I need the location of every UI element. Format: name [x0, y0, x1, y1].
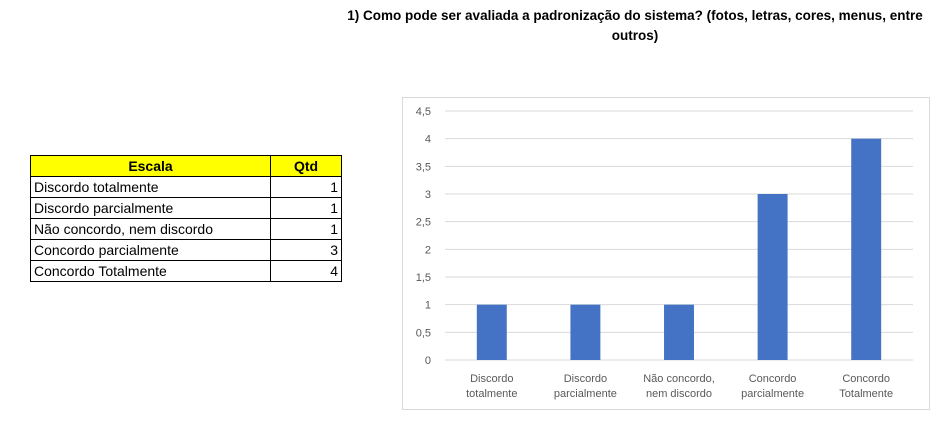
x-category-label: Concordo	[749, 373, 797, 385]
y-tick-label: 1,5	[416, 272, 431, 284]
row-qty: 1	[270, 197, 342, 219]
header-escala: Escala	[30, 155, 271, 177]
bar	[476, 304, 507, 360]
bar	[851, 138, 882, 360]
y-tick-label: 2	[425, 244, 431, 256]
row-label: Concordo Totalmente	[30, 260, 271, 282]
row-label: Concordo parcialmente	[30, 239, 271, 261]
y-tick-label: 0,5	[416, 327, 431, 339]
x-category-label: Totalmente	[839, 388, 893, 400]
table-row: Concordo parcialmente 3	[30, 239, 342, 261]
y-tick-label: 3	[425, 189, 431, 201]
x-category-label: Não concordo,	[643, 373, 715, 385]
y-tick-label: 4	[425, 134, 431, 146]
row-label: Não concordo, nem discordo	[30, 218, 271, 240]
question-line-1: 1) Como pode ser avaliada a padronização…	[347, 8, 923, 23]
y-tick-label: 2,5	[416, 217, 431, 229]
question-title: 1) Como pode ser avaliada a padronização…	[330, 6, 940, 46]
scale-table: Escala Qtd Discordo totalmente 1 Discord…	[30, 155, 342, 282]
bar	[664, 304, 694, 360]
table-row: Não concordo, nem discordo 1	[30, 218, 342, 240]
y-tick-label: 3,5	[416, 161, 431, 173]
x-category-label: parcialmente	[554, 388, 617, 400]
y-tick-label: 0	[425, 355, 431, 367]
row-qty: 3	[270, 239, 342, 261]
table-row: Discordo totalmente 1	[30, 176, 342, 198]
row-label: Discordo parcialmente	[30, 197, 271, 219]
question-line-2: outros)	[611, 28, 659, 43]
x-category-label: Discordo	[564, 373, 607, 385]
y-tick-label: 4,5	[416, 106, 431, 118]
bar-chart: 0 0,5 1 1,5 2 2,5 3 3,5 4 4,5 Discordo totalmente Di…	[402, 97, 930, 410]
table-row: Concordo Totalmente 4	[30, 260, 342, 282]
row-qty: 1	[270, 176, 342, 198]
row-label: Discordo totalmente	[30, 176, 271, 198]
bar	[570, 304, 601, 360]
table-header-row: Escala Qtd	[30, 155, 342, 177]
table-row: Discordo parcialmente 1	[30, 197, 342, 219]
x-category-label: nem discordo	[646, 388, 712, 400]
x-category-label: parcialmente	[741, 388, 804, 400]
x-category-label: totalmente	[466, 388, 517, 400]
bar	[757, 194, 788, 360]
x-category-label: Discordo	[470, 373, 513, 385]
y-tick-label: 1	[425, 300, 431, 312]
row-qty: 4	[270, 260, 342, 282]
header-qtd: Qtd	[270, 155, 342, 177]
row-qty: 1	[270, 218, 342, 240]
bar-chart-svg: 0 0,5 1 1,5 2 2,5 3 3,5 4 4,5 Discordo totalmente Di…	[416, 106, 913, 400]
x-category-label: Concordo	[842, 373, 890, 385]
